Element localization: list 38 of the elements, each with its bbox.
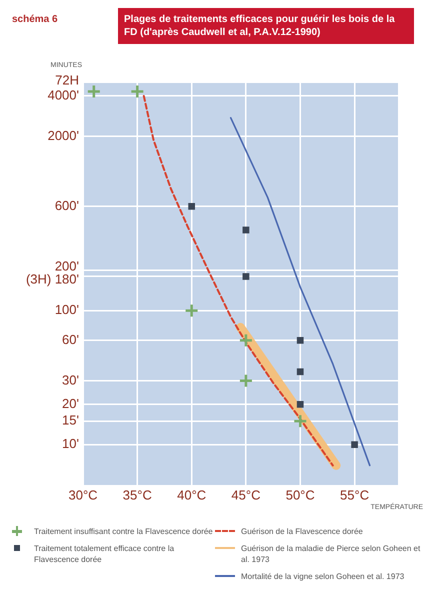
y-tick-label: (3H) 180' (26, 271, 79, 286)
y-tick-label: 60' (62, 332, 79, 347)
point (296, 337, 304, 344)
legend-label: Guérison de la Flavescence dorée (241, 526, 363, 537)
y-tick-label: 72H 4000' (48, 72, 79, 103)
point (130, 84, 145, 99)
point (296, 400, 304, 408)
y-tick-label: 2000' (48, 128, 79, 143)
legend-label: Mortalité de la vigne selon Goheen et al. 1973 (241, 571, 404, 582)
x-tick-label: 50°C (286, 487, 315, 502)
x-tick-label: 30°C (68, 487, 98, 502)
point (238, 333, 254, 348)
chart-title: Plages de traitements efficaces pour guérir les bois de la FD (d'après Caudwell et al, P.A.V.12-1990) (118, 8, 414, 44)
legend-label: Guérison de la maladie de Pierce selon Goheen et al. 1973 (241, 543, 422, 565)
y-tick-label: 10' (62, 436, 79, 452)
y-tick-label: 200' (54, 258, 79, 274)
y-tick-label: 15' (62, 412, 79, 428)
line-series (142, 94, 334, 466)
point (242, 273, 250, 280)
legend-label: Traitement totalement efficace contre la Flavescence dorée (34, 543, 176, 565)
point (242, 226, 250, 234)
x-tick-label: 40°C (177, 487, 206, 502)
y-tick-label: 100' (54, 302, 79, 318)
point (184, 303, 199, 318)
x-tick-label: 45°C (231, 487, 260, 502)
point (188, 203, 195, 210)
point (86, 84, 102, 99)
point (296, 368, 304, 376)
legend-label: Traitement insuffisant contre la Flavescence dorée (34, 526, 213, 537)
y-tick-label: 20' (62, 396, 79, 411)
text: schéma 6 (12, 14, 58, 25)
y-tick-label: 600' (54, 198, 79, 213)
point (292, 414, 308, 428)
point (351, 441, 358, 448)
x-tick-label: 55°C (340, 487, 370, 502)
y-tick-label: 30' (62, 372, 79, 388)
point (238, 373, 254, 388)
x-tick-label: 35°C (122, 487, 152, 502)
